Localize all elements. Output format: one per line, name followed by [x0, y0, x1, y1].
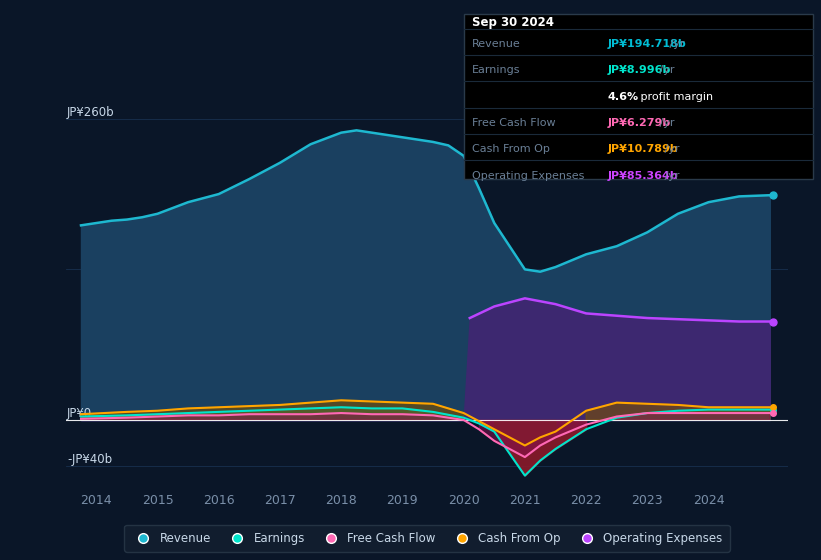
Text: /yr: /yr [656, 118, 674, 128]
Text: JP¥10.789b: JP¥10.789b [608, 144, 678, 155]
Text: Free Cash Flow: Free Cash Flow [472, 118, 556, 128]
Text: Earnings: Earnings [472, 66, 521, 76]
Text: Revenue: Revenue [472, 39, 521, 49]
Text: JP¥194.718b: JP¥194.718b [608, 39, 686, 49]
Text: Cash From Op: Cash From Op [472, 144, 550, 155]
Text: Sep 30 2024: Sep 30 2024 [472, 16, 554, 29]
Text: /yr: /yr [661, 171, 680, 181]
Text: 4.6%: 4.6% [608, 92, 639, 102]
Text: /yr: /yr [667, 39, 685, 49]
Text: /yr: /yr [661, 144, 680, 155]
Text: -JP¥40b: -JP¥40b [67, 454, 112, 466]
Text: JP¥260b: JP¥260b [67, 106, 115, 119]
Legend: Revenue, Earnings, Free Cash Flow, Cash From Op, Operating Expenses: Revenue, Earnings, Free Cash Flow, Cash … [124, 525, 730, 552]
Text: JP¥0: JP¥0 [67, 407, 92, 420]
Text: Operating Expenses: Operating Expenses [472, 171, 585, 181]
Text: JP¥6.279b: JP¥6.279b [608, 118, 671, 128]
Text: JP¥8.996b: JP¥8.996b [608, 66, 671, 76]
Text: JP¥85.364b: JP¥85.364b [608, 171, 678, 181]
Text: /yr: /yr [656, 66, 674, 76]
Text: profit margin: profit margin [637, 92, 713, 102]
